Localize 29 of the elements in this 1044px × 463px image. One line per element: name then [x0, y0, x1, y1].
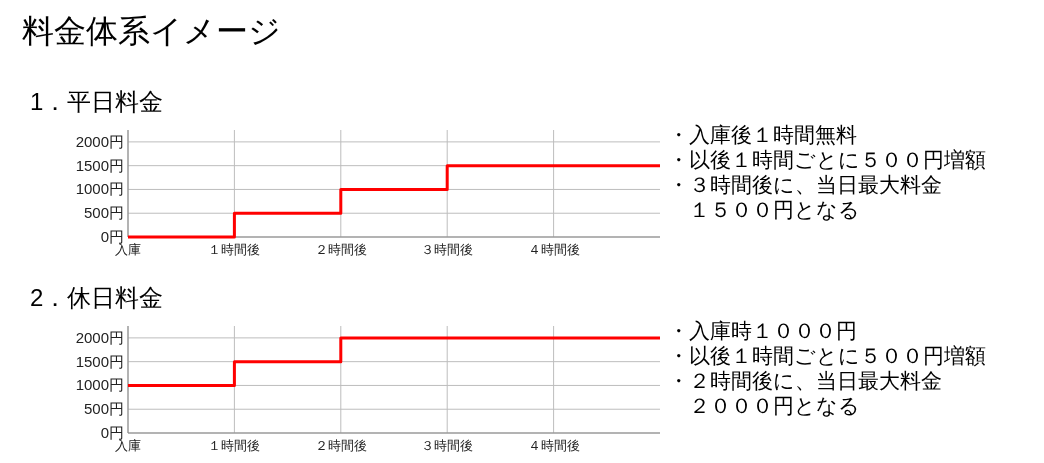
- text: ・２時間後に、当日最大料金２０００円となる: [668, 368, 943, 418]
- x-tick-label: １時間後: [208, 438, 261, 453]
- y-tick-label: 1500円: [75, 352, 124, 370]
- x-tick-label: 入庫: [115, 438, 141, 453]
- x-tick-label: ３時間後: [421, 438, 474, 453]
- chart-title: 2．休日料金: [30, 284, 164, 311]
- text: ・入庫後１時間無料: [668, 122, 858, 147]
- text: ・３時間後に、当日最大料金１５００円となる: [668, 172, 943, 222]
- text: ・以後１時間ごとに５００円増額: [668, 343, 986, 368]
- x-tick-label: １時間後: [208, 242, 261, 257]
- text: ・以後１時間ごとに５００円増額: [668, 147, 986, 172]
- text: ・入庫時１０００円: [668, 318, 858, 343]
- y-tick-label: 2000円: [75, 328, 124, 346]
- x-tick-label: ４時間後: [527, 242, 580, 257]
- chart-title: 料金体系イメージ: [22, 13, 281, 49]
- y-tick-label: 1000円: [75, 180, 124, 198]
- x-tick-label: ３時間後: [421, 242, 474, 257]
- x-tick-label: ２時間後: [314, 242, 367, 257]
- chart-subtitle: 1．平日料金: [30, 88, 164, 115]
- y-tick-label: 0円: [100, 228, 124, 245]
- x-tick-label: ２時間後: [314, 438, 367, 453]
- y-tick-label: 1000円: [75, 376, 124, 394]
- y-tick-label: 2000円: [75, 132, 124, 150]
- x-tick-label: ４時間後: [527, 438, 580, 453]
- y-tick-label: 500円: [83, 204, 124, 222]
- y-tick-label: 0円: [100, 424, 124, 441]
- y-tick-label: 1500円: [75, 156, 124, 174]
- y-tick-label: 500円: [83, 400, 124, 418]
- x-tick-label: 入庫: [115, 242, 141, 257]
